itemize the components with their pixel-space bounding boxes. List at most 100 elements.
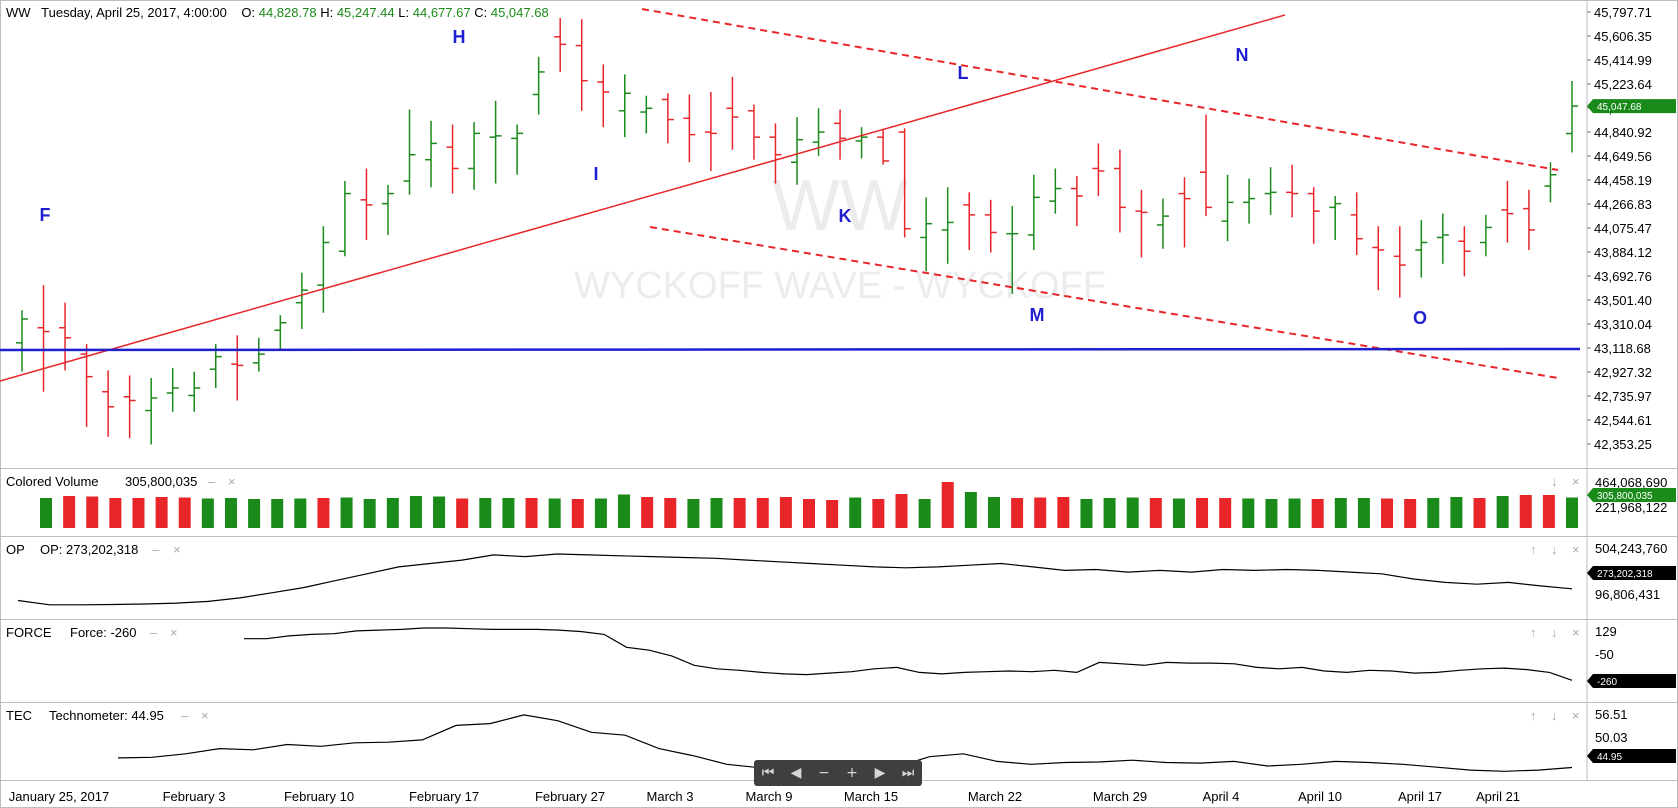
tec-value: Technometer: 44.95 [49,708,164,723]
ohlc-bar [834,109,847,160]
force-tag [1587,674,1676,688]
x-axis-label: March 9 [746,789,793,804]
x-axis-label: February 27 [535,789,605,804]
ohlc-bar [963,192,976,251]
wave-label: N [1236,45,1249,65]
price-tick-label: 43,884.12 [1594,245,1652,260]
up-arrow-icon[interactable]: ↑ [1530,542,1537,557]
minimize-icon[interactable]: – [208,474,216,489]
prev-icon[interactable]: ◀ [790,765,802,781]
ohlc-bar [984,199,997,253]
volume-bar [109,498,122,528]
close-icon[interactable]: × [173,542,181,557]
price-tick-label: 45,797.71 [1594,5,1652,20]
x-axis-label: March 29 [1093,789,1147,804]
ohlc-bar [425,120,438,188]
volume-bar [363,499,376,528]
up-arrow-icon[interactable]: ↑ [1530,625,1537,640]
ohlc-bar [855,127,868,159]
x-axis-label: February 3 [163,789,226,804]
up-arrow-icon[interactable]: ↑ [1530,708,1537,723]
price-tick-label: 42,353.25 [1594,437,1652,452]
close-icon[interactable]: × [228,474,236,489]
close-icon[interactable]: × [201,708,209,723]
ohlc-bar [59,302,72,371]
close-icon[interactable]: × [1572,542,1580,557]
ohlc-bar [1479,214,1492,257]
volume-bar [178,497,191,528]
price-tick-label: 43,501.40 [1594,293,1652,308]
x-axis-label: April 17 [1398,789,1442,804]
close-icon[interactable]: × [1572,625,1580,640]
ohlc-bar [726,76,739,150]
ohlc-bar [1264,167,1277,215]
ohlc-bar [80,344,93,427]
volume-bar [248,499,261,528]
x-axis-label: January 25, 2017 [9,789,109,804]
ohlc-bar [403,109,416,195]
volume-bar [201,498,214,528]
volume-bar [941,482,954,528]
down-arrow-icon[interactable]: ↓ [1551,625,1558,640]
volume-tag-label: 305,800,035 [1597,491,1653,502]
zoom-in-icon[interactable]: + [846,765,858,781]
x-axis-label: April 10 [1298,789,1342,804]
down-arrow-icon[interactable]: ↓ [1551,542,1558,557]
volume-bar [1149,498,1162,528]
volume-bar [826,500,839,528]
down-arrow-icon[interactable]: ↓ [1551,474,1558,489]
first-icon[interactable]: ⏮ [761,765,775,781]
volume-bar [1542,495,1555,528]
ohlc-bar [123,375,136,439]
ohlc-bar [446,124,459,194]
op-value: OP: 273,202,318 [40,542,138,557]
x-axis-label: February 17 [409,789,479,804]
minimize-icon[interactable]: – [150,625,158,640]
volume-bar [779,497,792,528]
minimize-icon[interactable]: – [152,542,160,557]
op-axis-label: 504,243,760 [1595,541,1667,556]
x-axis-label: March 3 [647,789,694,804]
zoom-out-icon[interactable]: − [818,765,830,781]
close-icon[interactable]: × [1572,708,1580,723]
volume-bar [1496,496,1509,528]
volume-bar [271,499,284,528]
ohlc-bar [554,17,567,72]
volume-bar [664,498,677,528]
volume-bar [918,499,931,528]
ohlc-bar [1522,189,1535,251]
volume-bar [733,498,746,528]
next-icon[interactable]: ▶ [874,765,886,781]
ohlc-bar [1307,187,1320,244]
last-icon[interactable]: ⏭ [901,765,915,781]
down-arrow-icon[interactable]: ↓ [1551,708,1558,723]
ohlc-bar [1113,149,1126,233]
volume-bar [86,496,99,528]
ohlc-bar [791,117,803,185]
volume-bar [1450,497,1463,528]
ohlc-bar [1200,114,1213,217]
price-tick-label: 43,692.76 [1594,269,1652,284]
volume-bar [1196,498,1209,528]
close-icon[interactable]: × [170,625,178,640]
volume-bar [872,499,885,528]
ohlc-bar [1329,196,1342,240]
volume-bar [294,498,307,528]
ohlc-bar [1566,81,1578,153]
minimize-icon[interactable]: – [181,708,189,723]
ohlc-bar [1027,174,1040,251]
close-icon[interactable]: × [1572,474,1580,489]
volume-bar [63,496,76,528]
volume-bar [710,498,723,528]
volume-bar [1103,498,1116,528]
ohlc-bar [1436,213,1449,264]
tec-panel-title: TEC [6,708,32,723]
close-price-tag-label: 45,047.68 [1597,102,1642,113]
ohlc-bar [683,94,696,163]
ohlc-bar [704,91,717,171]
ohlc-bar [1458,226,1471,277]
tec-tag [1587,749,1676,763]
volume-bar [386,498,399,528]
price-tick-label: 43,310.04 [1594,317,1652,332]
